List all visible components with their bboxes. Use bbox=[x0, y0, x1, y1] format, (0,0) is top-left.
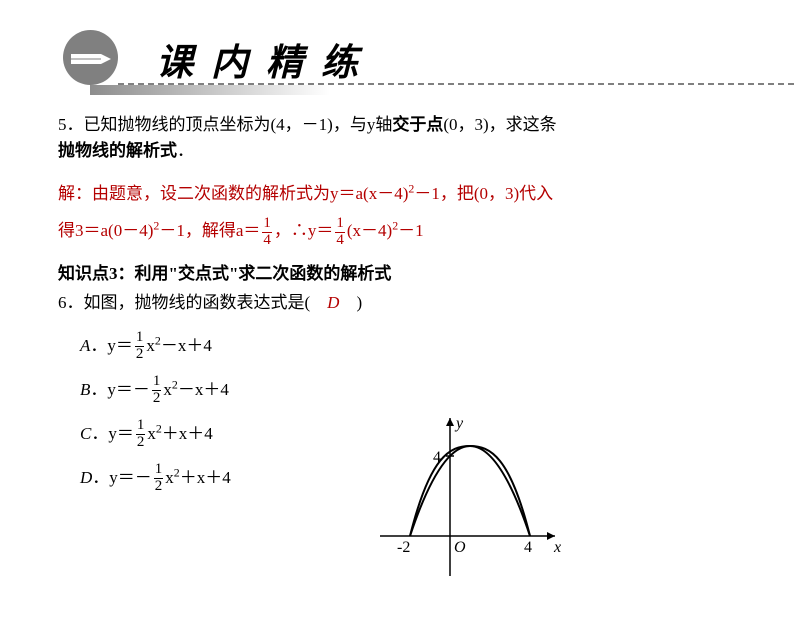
choice-B-eq: ．y＝ bbox=[90, 377, 133, 403]
choice-A-eq: ．y＝ bbox=[90, 333, 133, 359]
y-intercept-label: 4 bbox=[433, 449, 441, 466]
sol2b: －1，解得a＝ bbox=[159, 221, 260, 240]
solution-line2: 得3＝a(0－4)2－1，解得a＝14，∴y＝14(x－4)2－1 bbox=[58, 212, 746, 249]
x-right-label: 4 bbox=[524, 539, 532, 556]
choice-D-eq: ．y＝ bbox=[92, 465, 135, 491]
choice-C-tail: ＋x＋4 bbox=[162, 421, 213, 447]
origin-label: O bbox=[454, 539, 466, 556]
question-5: 5．已知抛物线的顶点坐标为(4，－1)，与y轴交于点(0，3)，求这条 抛物线的… bbox=[58, 112, 746, 165]
q5-label: 5． bbox=[58, 115, 84, 134]
choice-D-x2: x2 bbox=[165, 465, 179, 491]
choice-B-letter: B bbox=[80, 377, 90, 403]
choice-C-frac: 12 bbox=[136, 418, 146, 451]
sol2e: －1 bbox=[398, 221, 424, 240]
x-axis-label: x bbox=[553, 539, 561, 556]
sol2a: 得3＝a(0－4) bbox=[58, 221, 153, 240]
sol1b: －1，把(0，3)代入 bbox=[414, 184, 553, 203]
choice-D-sign: － bbox=[135, 465, 152, 491]
choice-C-x2: x2 bbox=[147, 421, 161, 447]
section-title: 课内精练 bbox=[156, 32, 376, 86]
choice-B-tail: －x＋4 bbox=[178, 377, 229, 403]
sol-frac1: 14 bbox=[262, 216, 272, 249]
solution-line1: 解：由题意，设二次函数的解析式为y＝a(x－4)2－1，把(0，3)代入 bbox=[58, 175, 746, 212]
q5-text-b: (0，3)，求这条 bbox=[443, 115, 556, 134]
solution-block: 解：由题意，设二次函数的解析式为y＝a(x－4)2－1，把(0，3)代入 得3＝… bbox=[58, 175, 746, 250]
choice-B-frac: 12 bbox=[152, 374, 162, 407]
pencil-icon bbox=[71, 50, 111, 68]
y-axis-label: y bbox=[454, 415, 464, 432]
header-dashed-line bbox=[118, 83, 794, 85]
q5-period: ． bbox=[177, 141, 194, 160]
header-gradient bbox=[90, 85, 330, 95]
q6-text: 如图，抛物线的函数表达式是( D ) bbox=[84, 293, 363, 312]
choice-A: A．y＝12x2－x＋4 bbox=[80, 324, 746, 368]
q5-text-a: 已知抛物线的顶点坐标为(4，－1)，与y轴 bbox=[84, 115, 393, 134]
sol2c: ，∴y＝ bbox=[274, 221, 334, 240]
section-header: 课内精练 bbox=[0, 28, 794, 98]
knowledge-point: 知识点3：利用"交点式"求二次函数的解析式 bbox=[58, 261, 746, 287]
q6-answer: D bbox=[327, 293, 339, 312]
question-6: 6．如图，抛物线的函数表达式是( D ) bbox=[58, 290, 746, 316]
choice-C-letter: C bbox=[80, 421, 91, 447]
choice-A-frac: 12 bbox=[135, 330, 145, 363]
q6-label: 6． bbox=[58, 293, 84, 312]
sol-frac2: 14 bbox=[335, 216, 345, 249]
choice-A-x2: x2 bbox=[146, 333, 160, 359]
choice-A-letter: A bbox=[80, 333, 90, 359]
choice-D-letter: D bbox=[80, 465, 92, 491]
sol2d: (x－4) bbox=[347, 221, 392, 240]
choice-A-tail: －x＋4 bbox=[161, 333, 212, 359]
choice-B-x2: x2 bbox=[163, 377, 177, 403]
choice-C-eq: ．y＝ bbox=[91, 421, 134, 447]
x-left-label: -2 bbox=[397, 539, 410, 556]
q5-bold-b: 抛物线的解析式 bbox=[58, 141, 177, 160]
q5-bold-a: 交于点 bbox=[392, 115, 443, 134]
header-icon-circle bbox=[63, 30, 118, 85]
choice-D-frac: 12 bbox=[154, 462, 164, 495]
parabola-graph: y x 4 -2 4 O bbox=[370, 406, 570, 586]
sol1a: 解：由题意，设二次函数的解析式为y＝a(x－4) bbox=[58, 184, 408, 203]
choice-B-sign: － bbox=[133, 377, 150, 403]
choice-D-tail: ＋x＋4 bbox=[180, 465, 231, 491]
